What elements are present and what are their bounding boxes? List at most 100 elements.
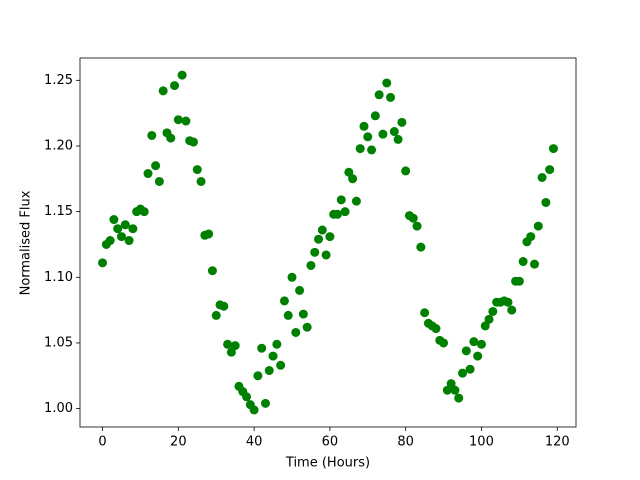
x-tick-label: 120	[545, 435, 570, 450]
x-axis-label: Time (Hours)	[285, 456, 370, 471]
point	[120, 220, 130, 230]
point	[518, 257, 528, 267]
point	[302, 322, 312, 332]
point	[253, 371, 263, 381]
point	[257, 343, 267, 353]
point	[488, 306, 498, 316]
point	[397, 117, 407, 127]
point	[389, 127, 399, 137]
y-tick-label: 1.15	[44, 204, 73, 219]
point	[181, 116, 191, 126]
point	[272, 339, 282, 349]
point	[310, 247, 320, 257]
point	[192, 165, 202, 175]
point	[219, 301, 229, 311]
point	[283, 310, 293, 320]
point	[306, 260, 316, 270]
point	[204, 229, 214, 239]
point	[173, 115, 183, 125]
point	[116, 232, 126, 242]
x-tick-label: 60	[322, 435, 339, 450]
point	[139, 207, 149, 217]
y-tick-label: 1.05	[44, 335, 73, 350]
point	[351, 196, 361, 206]
point	[370, 111, 380, 121]
point	[188, 137, 198, 147]
point	[363, 132, 373, 142]
point	[340, 207, 350, 217]
point	[507, 305, 517, 315]
x-tick-label: 40	[246, 435, 263, 450]
point	[454, 393, 464, 403]
point	[514, 276, 524, 286]
point	[431, 324, 441, 334]
point	[124, 236, 134, 246]
point	[386, 92, 396, 102]
y-tick-label: 1.00	[44, 401, 73, 416]
y-tick-label: 1.10	[44, 270, 73, 285]
point	[537, 172, 547, 182]
point	[279, 296, 289, 306]
point	[298, 309, 308, 319]
point	[446, 379, 456, 389]
point	[166, 133, 176, 143]
y-axis-label: Normalised Flux	[19, 190, 34, 295]
point	[154, 176, 164, 186]
point	[439, 338, 449, 348]
point	[416, 242, 426, 252]
point	[526, 232, 536, 242]
point	[450, 385, 460, 395]
point	[545, 165, 555, 175]
point	[268, 351, 278, 361]
point	[317, 225, 327, 235]
y-tick-label: 1.25	[44, 73, 73, 88]
point	[211, 310, 221, 320]
point	[530, 259, 540, 269]
point	[147, 130, 157, 140]
point	[469, 337, 479, 347]
point	[226, 347, 236, 357]
point	[276, 360, 286, 370]
point	[295, 285, 305, 295]
point	[382, 78, 392, 88]
point	[249, 405, 259, 415]
point	[242, 392, 252, 402]
point	[412, 221, 422, 231]
point	[143, 169, 153, 179]
point	[113, 224, 123, 234]
point	[408, 213, 418, 223]
point	[458, 368, 468, 378]
point	[105, 236, 115, 246]
point	[291, 327, 301, 337]
point	[367, 145, 377, 155]
point	[98, 258, 108, 268]
point	[207, 266, 217, 276]
point	[533, 221, 543, 231]
point	[480, 321, 490, 331]
x-tick-label: 0	[98, 435, 106, 450]
point	[476, 339, 486, 349]
point	[473, 351, 483, 361]
point	[355, 144, 365, 154]
point	[461, 346, 471, 356]
point	[314, 234, 324, 244]
point	[348, 174, 358, 184]
point	[196, 176, 206, 186]
point	[442, 385, 452, 395]
point	[321, 250, 331, 260]
point	[374, 90, 384, 100]
point	[548, 144, 558, 154]
x-tick-label: 100	[469, 435, 494, 450]
axes-frame	[79, 57, 577, 428]
point	[484, 314, 494, 324]
point	[128, 224, 138, 234]
point	[332, 209, 342, 219]
point	[287, 272, 297, 282]
point	[260, 398, 270, 408]
x-tick-label: 20	[170, 435, 187, 450]
point	[325, 232, 335, 242]
point	[223, 339, 233, 349]
point	[344, 167, 354, 177]
point	[541, 197, 551, 207]
